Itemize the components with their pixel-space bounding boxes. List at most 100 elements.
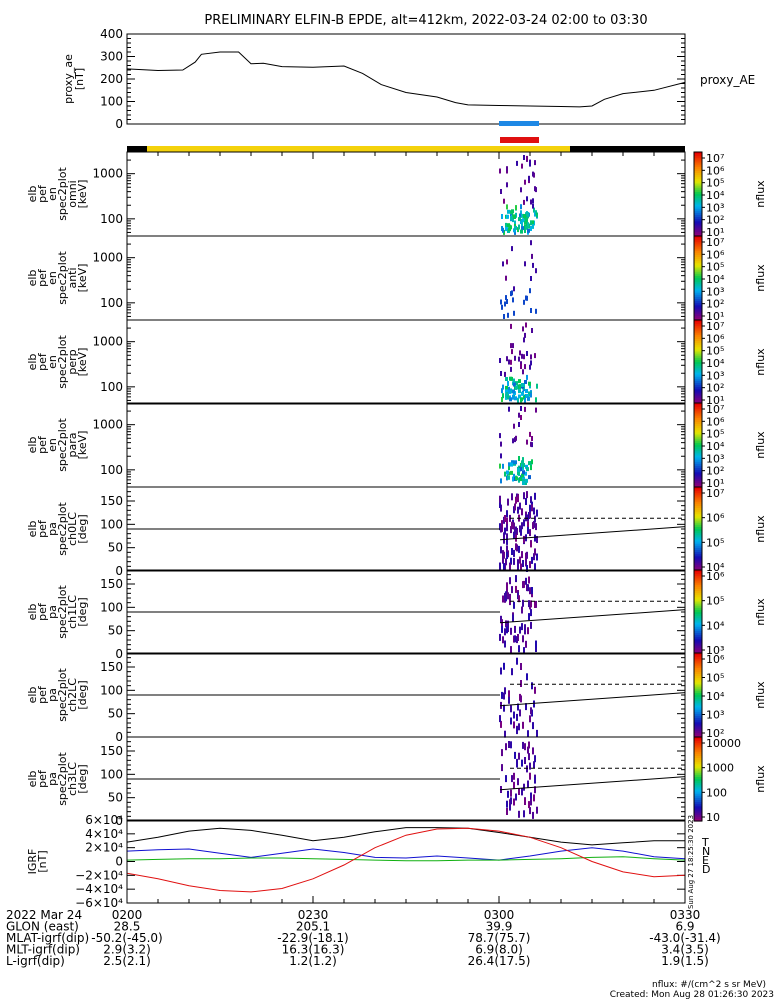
colorbar-segment (694, 164, 702, 168)
spectrogram-pixel (533, 507, 535, 515)
colorbar-segment (694, 413, 702, 417)
spectrogram-pixel (517, 506, 519, 514)
spectrogram-pixel (525, 225, 528, 230)
orbit-sunlit-segment (147, 146, 570, 152)
colorbar-tick-label: 10² (706, 727, 724, 740)
energy-tick-label: 100 (100, 296, 123, 310)
spectrogram-pixel (521, 623, 523, 631)
spectrogram-pixel (522, 457, 524, 463)
spectrogram-pixel (520, 210, 522, 216)
science-zone-red-bar (500, 137, 539, 143)
colorbar-segment (694, 257, 702, 260)
colorbar-tick-label: 10⁶ (706, 512, 725, 525)
colorbar-segment (694, 366, 702, 369)
spectrogram-pixel (534, 160, 536, 166)
colorbar-segment (694, 633, 702, 636)
colorbar-label: nflux (754, 515, 767, 543)
spectrogram-pixel (508, 227, 511, 232)
colorbar-segment (694, 391, 702, 395)
spectrogram-pixel (510, 359, 512, 365)
panel-axis-label: [keV] (76, 180, 89, 209)
colorbar-segment (694, 284, 702, 287)
spectrogram-pixel (519, 350, 521, 356)
colorbar-segment (694, 512, 702, 515)
igrf-axis-label: IGRF (26, 849, 39, 875)
spectrogram-pixel (520, 415, 522, 420)
spectrogram-pixel (519, 213, 522, 218)
spectrogram-pixel (506, 259, 508, 265)
state-bars (127, 121, 685, 152)
spectrogram-pixel (523, 810, 525, 818)
colorbar-segment (694, 158, 702, 161)
colorbar-segment (694, 522, 702, 526)
spectrogram-pixel (524, 624, 526, 632)
x-row-value: -43.0(-31.4) (649, 931, 720, 945)
spectrogram-pixel (525, 295, 527, 301)
colorbar-segment (694, 720, 702, 723)
spectrogram-pixel (535, 600, 537, 608)
colorbar-segment (694, 357, 702, 361)
spectrogram-pixel (530, 609, 532, 617)
colorbar-tick-label: 10⁵ (706, 595, 724, 608)
spectrogram-pixel (528, 576, 530, 584)
colorbar-tick-label: 10² (706, 382, 724, 395)
x-row-value: -22.9(-18.1) (277, 931, 348, 945)
colorbar-segment (694, 566, 702, 570)
spectrogram-pixel (534, 548, 536, 556)
spectrogram-pixel (528, 753, 530, 761)
spectrogram-pixel (503, 692, 505, 700)
colorbar-tick-label: 10⁵ (706, 428, 724, 441)
colorbar-segment (694, 697, 702, 700)
spectrogram-pixel (524, 398, 526, 403)
colorbar-segment (694, 355, 702, 359)
colorbar-segment (694, 762, 702, 765)
spectrogram-pixel (531, 328, 533, 333)
spectrogram-pixel (509, 803, 511, 811)
colorbar-segment (694, 332, 702, 336)
spectrogram-pixel (506, 214, 509, 219)
spectrogram-pixel (525, 389, 528, 393)
colorbar-segment (694, 324, 702, 327)
colorbar-tick-label: 10⁶ (706, 570, 725, 583)
colorbar-segment (694, 800, 702, 803)
colorbar-segment (694, 362, 702, 365)
colorbar-tick-label: 10⁶ (706, 248, 725, 261)
spectrogram-pixel (523, 299, 525, 305)
x-row-value: 2.9(3.2) (103, 943, 151, 957)
spectrogram-pixel (506, 510, 508, 518)
spectrogram-pixel (508, 696, 510, 704)
spectrogram-pixel (514, 460, 517, 465)
spectrogram-pixel (508, 465, 510, 471)
colorbar-segment (694, 690, 702, 694)
spectrogram-pixel (504, 730, 506, 738)
spectrogram-pixel (510, 462, 513, 467)
igrf-tick-label: 6×10⁴ (85, 813, 123, 827)
spectrogram-pixel (504, 640, 506, 648)
colorbar-tick-label: 10³ (706, 452, 724, 465)
spectrogram-pixel (530, 441, 532, 447)
colorbar-segment (694, 785, 702, 788)
colorbar-segment (694, 680, 702, 683)
colorbar-segment (694, 671, 702, 675)
colorbar-label: nflux (754, 180, 767, 208)
spectrogram-pixel (501, 625, 503, 633)
spectrogram-pixel (515, 385, 518, 390)
colorbar-segment (694, 238, 702, 241)
spectrogram-pixel (512, 297, 514, 303)
energy-tick-label: 1000 (92, 167, 123, 181)
spectrogram-pixel (504, 471, 506, 477)
spectrogram-pixel (535, 187, 537, 193)
colorbar-segment (694, 624, 702, 628)
spectrogram-pixel (503, 563, 505, 571)
spectrogram-pixel (520, 663, 522, 670)
pitch-tick-label: 100 (100, 600, 123, 614)
energy-tick-label: 100 (100, 212, 123, 226)
spectrogram-pixel (518, 394, 521, 399)
colorbar-segment (694, 814, 702, 818)
colorbar-tick-label: 10⁴ (706, 273, 725, 286)
colorbar-segment (694, 480, 702, 484)
spectrogram-pixel (535, 640, 537, 648)
spectrogram-pixel (519, 709, 521, 717)
spectrogram-pixel (511, 493, 513, 501)
panel-axis-label: pa (46, 522, 59, 536)
